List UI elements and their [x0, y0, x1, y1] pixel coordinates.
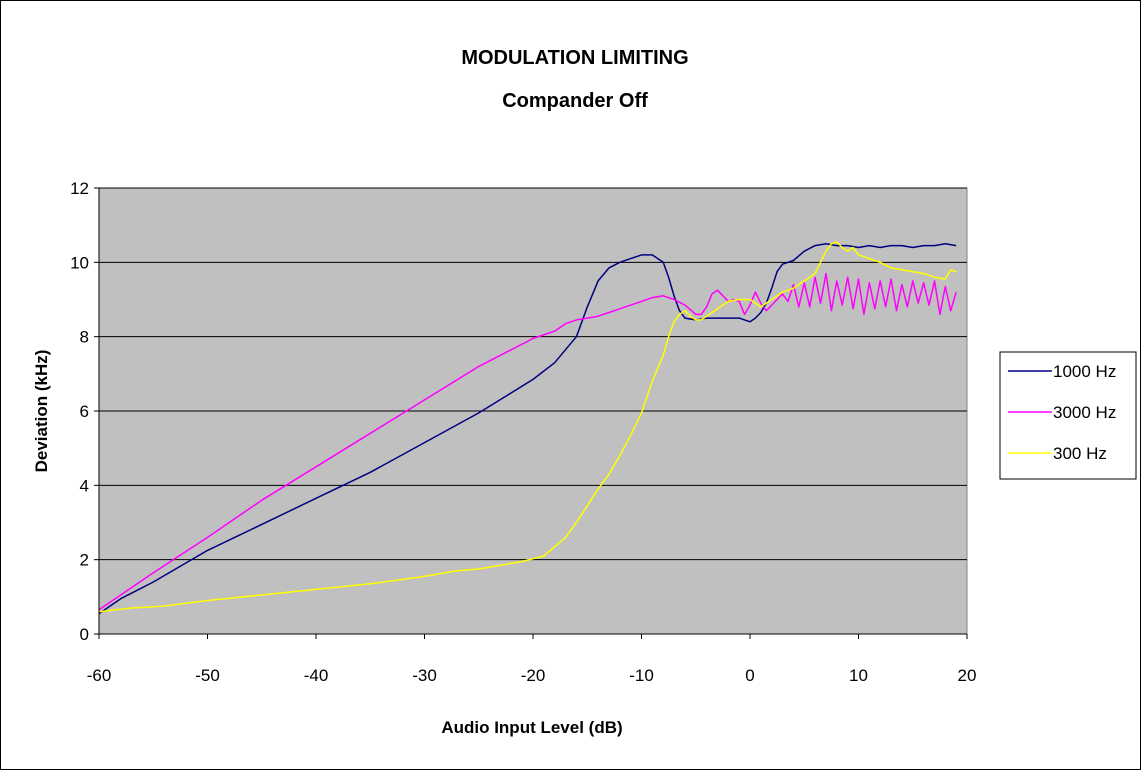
- x-tick-label-7: 10: [849, 666, 868, 685]
- y-tick-label-2: 4: [80, 476, 89, 495]
- y-tick-label-6: 12: [70, 179, 89, 198]
- chart-subtitle: Compander Off: [502, 90, 648, 112]
- y-tick-label-0: 0: [80, 625, 89, 644]
- legend-label-0: 1000 Hz: [1053, 362, 1116, 381]
- series-line-2: [98, 241, 957, 613]
- x-tick-label-2: -40: [304, 666, 329, 685]
- legend-box: [999, 351, 1137, 480]
- grid-lines: [99, 187, 967, 561]
- legend-label-2: 300 Hz: [1053, 444, 1107, 463]
- x-tick-label-5: -10: [629, 666, 654, 685]
- y-axis-title: Deviation (kHz): [32, 350, 51, 473]
- tick-labels: 0 2 4 6 8 10 12 -60 -50 -40 -30 -20 -10 0 10 20: [70, 179, 976, 685]
- series-line-1: [98, 272, 957, 611]
- y-tick-label-5: 10: [70, 253, 89, 272]
- y-tick-label-1: 2: [80, 551, 89, 570]
- series-lines: [98, 241, 957, 615]
- x-tick-label-6: 0: [745, 666, 754, 685]
- legend-label-1: 3000 Hz: [1053, 403, 1116, 422]
- chart-title: MODULATION LIMITING: [461, 47, 688, 69]
- x-axis-title: Audio Input Level (dB): [441, 718, 622, 737]
- x-tick-label-1: -50: [195, 666, 220, 685]
- x-tick-label-4: -20: [521, 666, 546, 685]
- legend: 1000 Hz 3000 Hz 300 Hz: [999, 351, 1137, 480]
- x-tick-label-0: -60: [87, 666, 112, 685]
- series-line-0: [98, 243, 957, 615]
- x-tick-label-3: -30: [412, 666, 437, 685]
- y-tick-label-3: 6: [80, 402, 89, 421]
- y-tick-label-4: 8: [80, 328, 89, 347]
- x-tick-label-8: 20: [958, 666, 977, 685]
